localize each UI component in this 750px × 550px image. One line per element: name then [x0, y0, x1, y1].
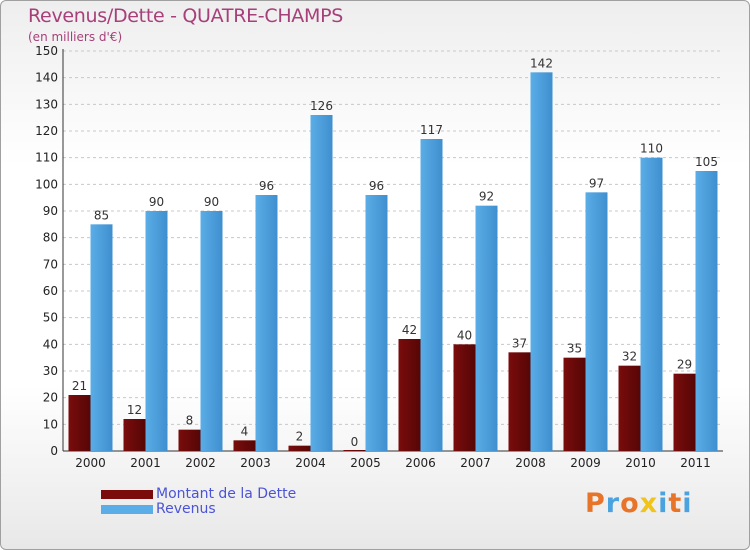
legend-swatch-revenus [101, 505, 153, 514]
y-tick-label: 40 [43, 337, 58, 351]
bar-revenus [200, 211, 223, 451]
x-tick-label: 2009 [570, 456, 601, 470]
data-label-dette: 42 [402, 323, 417, 337]
data-label-dette: 12 [127, 403, 142, 417]
bar-revenus [585, 192, 608, 452]
bar-dette [68, 395, 91, 451]
bar-revenus [530, 72, 553, 451]
x-tick-label: 2007 [460, 456, 491, 470]
data-label-dette: 37 [512, 336, 527, 350]
data-label-revenus: 117 [420, 123, 443, 137]
proxiti-logo: Proxiti [585, 488, 693, 519]
y-tick-label: 90 [43, 204, 58, 218]
bar-revenus [90, 224, 113, 451]
bar-dette [288, 445, 311, 451]
x-tick-label: 2001 [130, 456, 161, 470]
bar-revenus [420, 139, 443, 451]
bar-dette [618, 365, 641, 451]
data-label-revenus: 85 [94, 208, 109, 222]
y-tick-label: 130 [35, 97, 58, 111]
bar-dette [123, 419, 146, 451]
bar-dette [563, 357, 586, 451]
logo-letter: r [605, 488, 621, 519]
x-tick-label: 2005 [350, 456, 381, 470]
x-tick-label: 2008 [515, 456, 546, 470]
y-tick-label: 150 [35, 44, 58, 58]
logo-letter: t [668, 488, 683, 519]
data-label-revenus: 97 [589, 176, 604, 190]
data-label-dette: 4 [241, 424, 249, 438]
data-label-dette: 40 [457, 328, 472, 342]
bar-revenus [365, 195, 388, 451]
logo-letter: i [682, 488, 693, 519]
data-label-revenus: 90 [204, 195, 219, 209]
x-tick-label: 2004 [295, 456, 326, 470]
y-tick-label: 10 [43, 417, 58, 431]
data-label-dette: 21 [72, 379, 87, 393]
data-label-dette: 2 [296, 430, 304, 444]
y-tick-label: 120 [35, 124, 58, 138]
x-tick-label: 2011 [680, 456, 711, 470]
data-label-dette: 29 [677, 358, 692, 372]
x-tick-label: 2006 [405, 456, 436, 470]
x-tick-label: 2000 [75, 456, 106, 470]
data-label-revenus: 92 [479, 190, 494, 204]
data-label-revenus: 126 [310, 99, 333, 113]
data-label-dette: 35 [567, 342, 582, 356]
data-label-revenus: 110 [640, 142, 663, 156]
y-tick-label: 0 [50, 444, 58, 458]
y-tick-label: 50 [43, 311, 58, 325]
y-tick-label: 20 [43, 391, 58, 405]
x-tick-label: 2010 [625, 456, 656, 470]
data-label-dette: 32 [622, 350, 637, 364]
bar-revenus [310, 115, 333, 451]
logo-letter: x [639, 488, 659, 519]
legend-swatch-dette [101, 490, 153, 499]
bar-revenus [475, 205, 498, 451]
y-tick-label: 110 [35, 151, 58, 165]
logo-letter: i [658, 488, 669, 519]
y-tick-label: 80 [43, 231, 58, 245]
bar-dette [673, 373, 696, 451]
chart-subtitle: (en milliers d'€) [28, 30, 123, 44]
y-tick-label: 140 [35, 71, 58, 85]
chart-title: Revenus/Dette - QUATRE-CHAMPS [28, 5, 344, 27]
data-label-revenus: 90 [149, 195, 164, 209]
bar-dette [233, 440, 256, 451]
bar-dette [343, 450, 366, 451]
y-tick-label: 100 [35, 177, 58, 191]
legend-label-dette: Montant de la Dette [156, 486, 297, 502]
y-tick-label: 60 [43, 284, 58, 298]
bar-dette [508, 352, 531, 451]
x-tick-label: 2003 [240, 456, 271, 470]
data-label-revenus: 96 [369, 179, 384, 193]
data-label-dette: 0 [351, 435, 359, 449]
y-tick-label: 30 [43, 364, 58, 378]
x-tick-label: 2002 [185, 456, 216, 470]
bar-revenus [255, 195, 278, 451]
bar-dette [178, 429, 201, 451]
data-label-dette: 8 [186, 414, 194, 428]
bar-revenus [640, 157, 663, 451]
bar-revenus [145, 211, 168, 451]
logo-letter: o [620, 488, 640, 519]
bar-dette [453, 344, 476, 451]
y-tick-label: 70 [43, 257, 58, 271]
data-label-revenus: 142 [530, 56, 553, 70]
bar-dette [398, 339, 421, 451]
data-label-revenus: 96 [259, 179, 274, 193]
data-label-revenus: 105 [695, 155, 718, 169]
legend-label-revenus: Revenus [156, 501, 216, 517]
logo-letter: P [585, 488, 606, 519]
bar-revenus [695, 171, 718, 451]
